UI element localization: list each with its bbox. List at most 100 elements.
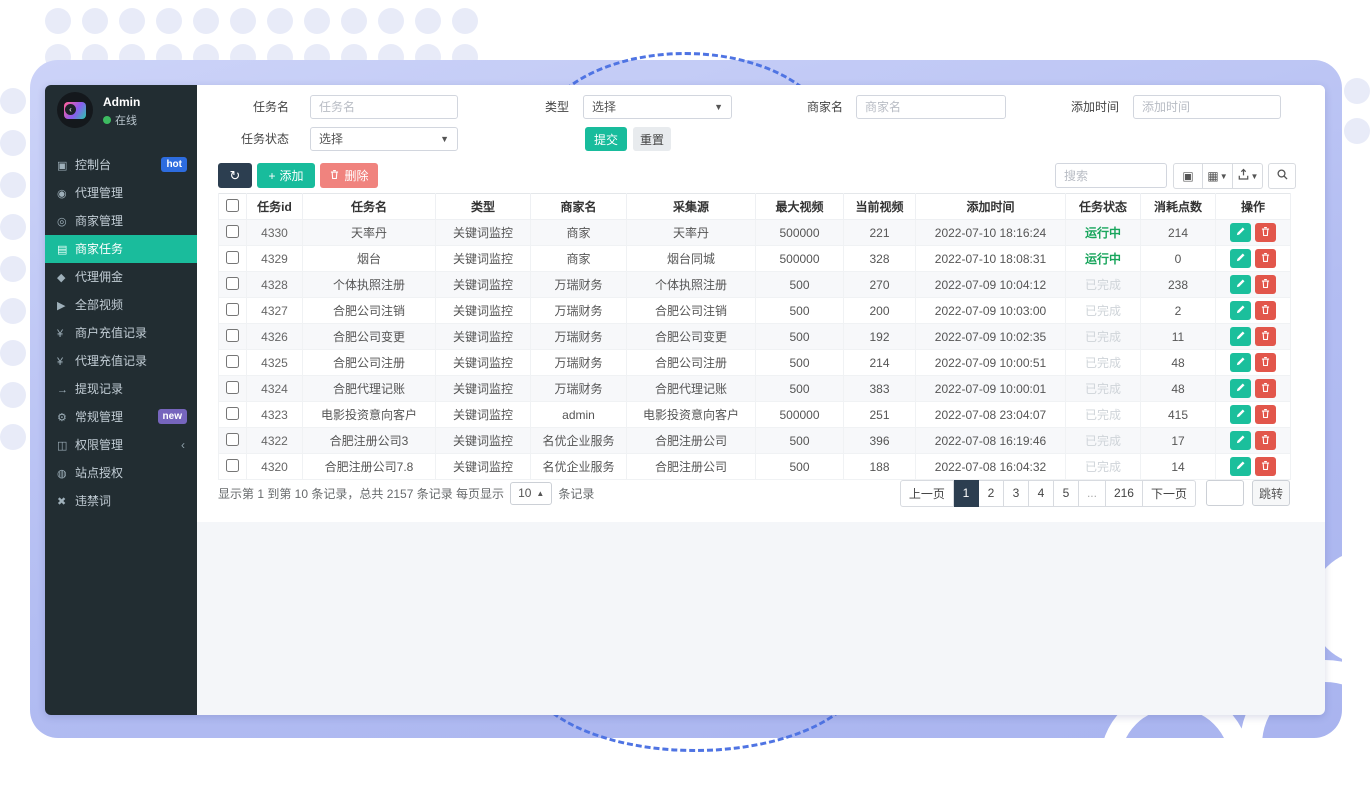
sidebar-item-label: 代理充值记录 [75, 354, 148, 368]
row-checkbox[interactable] [226, 302, 239, 316]
delete-row-button[interactable] [1255, 457, 1276, 476]
edit-button[interactable] [1230, 405, 1251, 424]
jump-page-input[interactable] [1206, 480, 1244, 506]
chevron-down-icon: ▼ [1219, 171, 1228, 181]
sidebar-item-控制台[interactable]: ▣ 控制台 hot [45, 151, 197, 179]
edit-button[interactable] [1230, 431, 1251, 450]
page-size-select[interactable]: 10 ▲ [510, 481, 553, 505]
delete-row-button[interactable] [1255, 301, 1276, 320]
delete-button[interactable]: 删除 [320, 163, 378, 188]
delete-row-button[interactable] [1255, 379, 1276, 398]
edit-button[interactable] [1230, 223, 1251, 242]
sidebar-item-代理佣金[interactable]: ◆ 代理佣金 [45, 263, 197, 291]
pagination-next[interactable]: 下一页 [1142, 479, 1196, 507]
cell-source: 天率丹 [672, 226, 709, 240]
filter-type-value: 选择 [592, 100, 617, 114]
edit-button[interactable] [1230, 301, 1251, 320]
pagination-page[interactable]: 3 [1003, 479, 1029, 507]
reset-button[interactable]: 重置 [633, 127, 671, 151]
chevron-up-icon: ▲ [536, 488, 545, 498]
cell-merchant: 名优企业服务 [542, 460, 615, 474]
columns-button[interactable]: ▦ ▼ [1203, 163, 1233, 189]
submit-button[interactable]: 提交 [585, 127, 627, 151]
pagination-page[interactable]: 216 [1105, 479, 1143, 507]
row-checkbox[interactable] [226, 380, 239, 394]
avatar[interactable]: ‹ [57, 92, 93, 128]
cell-task-name: 合肥注册公司3 [329, 434, 409, 448]
filter-merchant-input[interactable] [856, 95, 1006, 119]
search-button[interactable] [1268, 163, 1296, 189]
select-all-checkbox[interactable] [226, 198, 239, 212]
pagination-page[interactable]: 5 [1053, 479, 1079, 507]
filter-taskname-input[interactable] [310, 95, 458, 119]
row-checkbox[interactable] [226, 458, 239, 472]
pencil-icon [1235, 433, 1246, 448]
edit-button[interactable] [1230, 249, 1251, 268]
delete-row-button[interactable] [1255, 353, 1276, 372]
filter-taskname-label: 任务名 [252, 100, 289, 114]
edit-button[interactable] [1230, 457, 1251, 476]
delete-row-button[interactable] [1255, 327, 1276, 346]
delete-row-button[interactable] [1255, 223, 1276, 242]
sidebar-item-label: 全部视频 [75, 298, 124, 312]
edit-button[interactable] [1230, 379, 1251, 398]
sidebar-item-提现记录[interactable]: → 提现记录 [45, 375, 197, 403]
sidebar-item-商户充值记录[interactable]: ¥ 商户充值记录 [45, 319, 197, 347]
column-header-操作: 操作 [1215, 193, 1291, 220]
pagination-page[interactable]: 2 [978, 479, 1004, 507]
sidebar-item-全部视频[interactable]: ▶ 全部视频 [45, 291, 197, 319]
edit-button[interactable] [1230, 275, 1251, 294]
sidebar-item-常规管理[interactable]: ⚙ 常规管理 new [45, 403, 197, 431]
row-checkbox[interactable] [226, 328, 239, 342]
export-button[interactable]: ▼ [1233, 163, 1263, 189]
cell-added-time: 2022-07-09 10:00:51 [934, 355, 1047, 370]
cell-current-videos: 383 [869, 381, 890, 396]
row-checkbox[interactable] [226, 224, 239, 238]
decor-dot [156, 8, 182, 34]
row-checkbox[interactable] [226, 276, 239, 290]
add-button[interactable]: + 添加 [257, 163, 315, 188]
filter-status-select[interactable]: 选择 ▼ [310, 127, 458, 151]
decor-dot [230, 8, 256, 34]
toggle-view-button[interactable]: ▣ [1173, 163, 1203, 189]
jump-button[interactable]: 跳转 [1252, 480, 1290, 506]
cell-merchant: 万瑞财务 [554, 330, 603, 344]
row-checkbox[interactable] [226, 354, 239, 368]
table-search-input[interactable] [1055, 163, 1167, 188]
decor-dot [82, 8, 108, 34]
edit-button[interactable] [1230, 327, 1251, 346]
table-row: 4329 烟台 关键词监控 商家 烟台同城 500000 328 2022-07-10 18:… [218, 245, 1291, 272]
delete-row-button[interactable] [1255, 249, 1276, 268]
sidebar-item-商家任务[interactable]: ▤ 商家任务 [45, 235, 197, 263]
delete-row-button[interactable] [1255, 405, 1276, 424]
filter-type-select[interactable]: 选择 ▼ [583, 95, 732, 119]
cell-task-name: 合肥公司变更 [332, 330, 405, 344]
user-panel: ‹ Admin 在线 [45, 85, 197, 137]
cell-task-name: 合肥注册公司7.8 [324, 460, 414, 474]
filter-addtime-input[interactable] [1133, 95, 1281, 119]
cell-task-name: 合肥公司注销 [332, 304, 405, 318]
cell-type: 关键词监控 [452, 252, 513, 266]
sidebar-item-代理管理[interactable]: ◉ 代理管理 [45, 179, 197, 207]
row-checkbox[interactable] [226, 406, 239, 420]
sidebar-item-违禁词[interactable]: ✖ 违禁词 [45, 487, 197, 515]
pagination-page[interactable]: 1 [953, 479, 979, 507]
delete-row-button[interactable] [1255, 431, 1276, 450]
row-checkbox[interactable] [226, 250, 239, 264]
sidebar-item-代理充值记录[interactable]: ¥ 代理充值记录 [45, 347, 197, 375]
decor-dot [0, 214, 26, 240]
add-label: 添加 [279, 169, 304, 183]
cell-task-id: 4325 [261, 355, 288, 370]
row-checkbox[interactable] [226, 432, 239, 446]
pagination-prev[interactable]: 上一页 [899, 479, 954, 507]
sidebar-item-权限管理[interactable]: ◫ 权限管理 ‹ [45, 431, 197, 459]
pagination-page[interactable]: 4 [1028, 479, 1054, 507]
cell-added-time: 2022-07-08 16:04:32 [934, 459, 1047, 474]
delete-row-button[interactable] [1255, 275, 1276, 294]
sidebar-item-站点授权[interactable]: ◍ 站点授权 [45, 459, 197, 487]
cell-points: 17 [1171, 433, 1185, 448]
edit-button[interactable] [1230, 353, 1251, 372]
decor-dot [415, 8, 441, 34]
refresh-button[interactable]: ↻ [218, 163, 252, 188]
sidebar-item-商家管理[interactable]: ◎ 商家管理 [45, 207, 197, 235]
